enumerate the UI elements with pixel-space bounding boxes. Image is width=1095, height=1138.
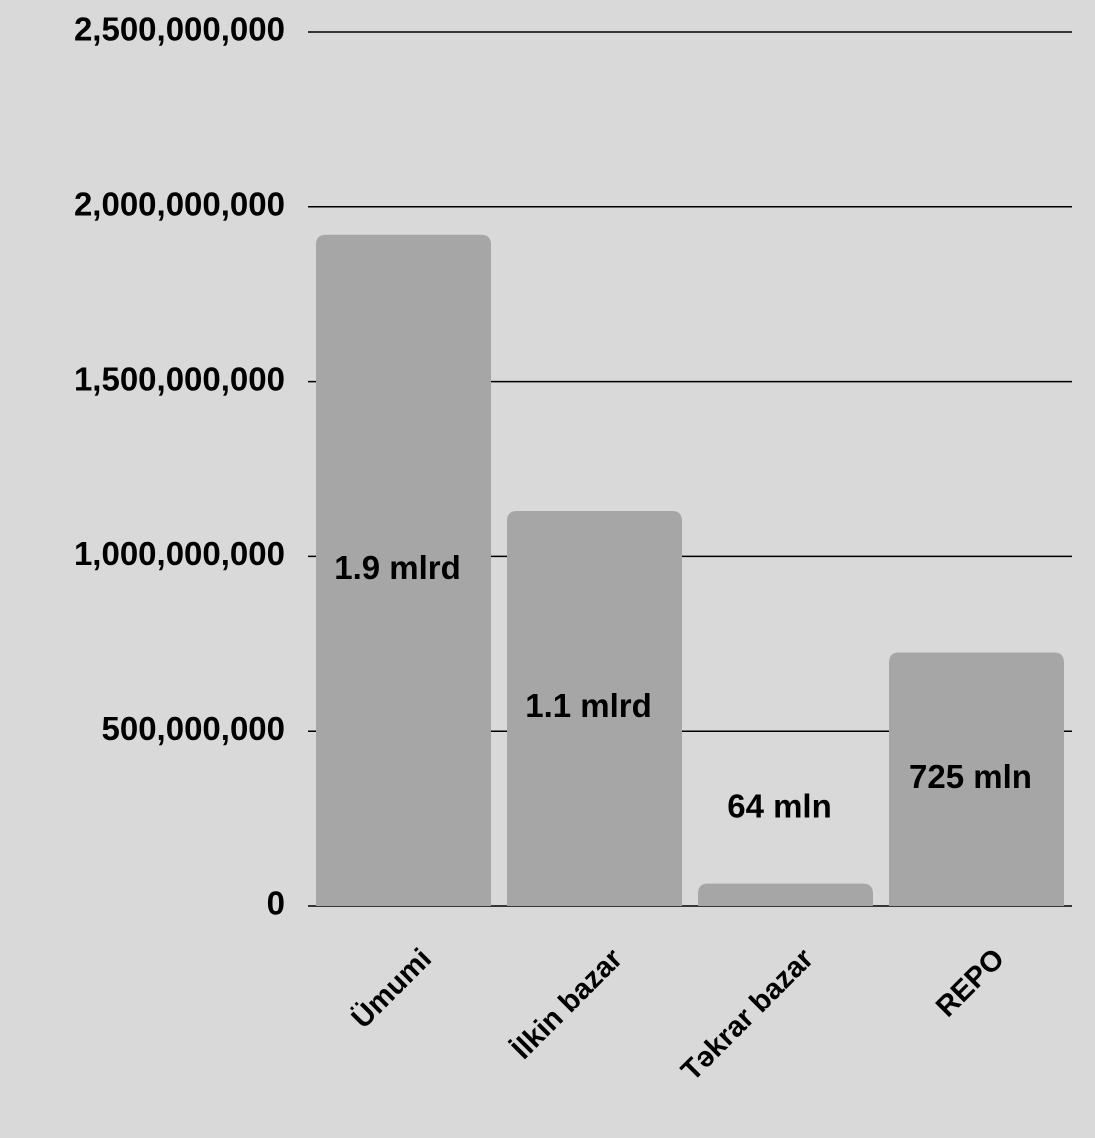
x-tick-label: İlkin bazar [506, 943, 629, 1066]
y-tick-label: 500,000,000 [101, 710, 285, 747]
y-tick-label: 1,500,000,000 [74, 360, 285, 397]
y-tick-label: 0 [267, 885, 285, 922]
bar [507, 510, 682, 906]
value-label: 64 mln [727, 787, 832, 824]
bar [698, 883, 873, 906]
bar [316, 234, 491, 906]
y-tick-label: 2,000,000,000 [74, 186, 285, 223]
value-label: 1.9 mlrd [334, 549, 461, 586]
x-tick-label: REPO [930, 943, 1011, 1024]
x-tick-label: Ümumi [345, 942, 438, 1035]
value-label: 725 mln [909, 758, 1032, 795]
y-tick-label: 1,000,000,000 [74, 535, 285, 572]
value-label: 1.1 mlrd [525, 687, 652, 724]
y-tick-label: 2,500,000,000 [74, 11, 285, 48]
x-tick-label: Təkrar bazar [675, 943, 820, 1088]
bar [889, 652, 1064, 906]
